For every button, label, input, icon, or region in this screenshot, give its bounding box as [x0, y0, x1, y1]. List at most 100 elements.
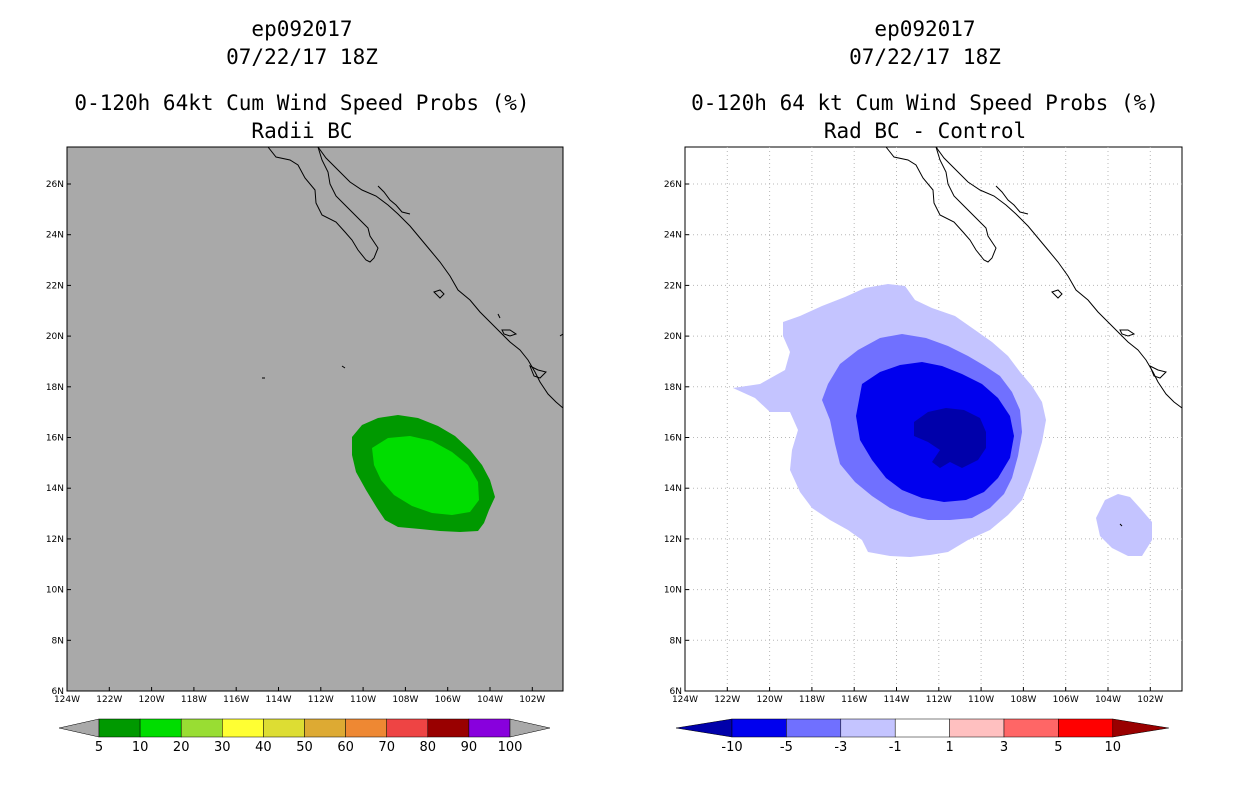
left-lon-label: 118W: [181, 695, 207, 705]
left-map-panel: [66, 146, 564, 692]
right-lat-label: 8N: [670, 636, 682, 646]
right-lon-label: 108W: [1010, 695, 1036, 705]
left-lon-label: 116W: [223, 695, 249, 705]
left-colorbar-high-arrow: [509, 718, 551, 738]
left-storm-id: ep092017: [251, 17, 353, 41]
right-lon-label: 104W: [1095, 695, 1121, 705]
left-colorbar-swatch: [139, 718, 182, 738]
left-lon-label: 102W: [519, 695, 545, 705]
left-colorbar-label: 30: [214, 740, 231, 755]
right-colorbar-label: 1: [945, 740, 953, 755]
right-colorbar-low-arrow: [675, 718, 733, 738]
left-lon-label: 114W: [265, 695, 291, 705]
left-lat-label: 8N: [52, 636, 64, 646]
right-colorbar-swatch: [786, 718, 842, 738]
left-colorbar-swatch: [304, 718, 346, 738]
right-colorbar-label: -10: [721, 740, 742, 755]
left-lat-label: 22N: [46, 281, 64, 291]
right-diff-contour-neg1-small: [1096, 494, 1152, 556]
right-lon-label: 114W: [883, 695, 909, 705]
right-lon-label: 110W: [968, 695, 994, 705]
right-colorbar-label: -1: [889, 740, 902, 755]
right-lon-label: 112W: [926, 695, 952, 705]
left-lat-label: 14N: [46, 484, 64, 494]
left-colorbar-label: 100: [498, 740, 523, 755]
left-colorbar-label: 5: [95, 740, 103, 755]
right-lon-label: 116W: [841, 695, 867, 705]
right-lon-label: 106W: [1053, 695, 1079, 705]
right-lat-label: 16N: [664, 434, 682, 444]
right-chart-subtitle: Rad BC - Control: [823, 119, 1027, 143]
left-map-axes: 6N 8N 10N 12N 14N 16N 18N 20N 22N 24N 26N 124W 122W 1…: [46, 180, 546, 705]
left-colorbar-swatch: [386, 718, 429, 738]
right-chart-title: 0-120h 64 kt Cum Wind Speed Probs (%): [691, 91, 1159, 115]
left-lon-label: 104W: [477, 695, 503, 705]
left-colorbar-label: 50: [296, 740, 313, 755]
left-lat-label: 6N: [52, 687, 64, 697]
right-lon-label: 102W: [1137, 695, 1163, 705]
left-lat-label: 26N: [46, 180, 64, 190]
left-lat-label: 24N: [46, 231, 64, 241]
left-lon-label: 110W: [350, 695, 376, 705]
left-colorbar-swatch: [345, 718, 387, 738]
right-lat-label: 12N: [664, 535, 682, 545]
left-colorbar-swatch: [263, 718, 305, 738]
left-lon-label: 120W: [139, 695, 165, 705]
left-colorbar-swatch: [427, 718, 470, 738]
left-lon-label: 124W: [54, 695, 80, 705]
left-prob-contour-10: [372, 436, 479, 515]
left-colorbar-label: 70: [378, 740, 395, 755]
right-colorbar-label: 3: [1000, 740, 1008, 755]
left-datetime: 07/22/17 18Z: [226, 45, 378, 69]
left-colorbar-label: 10: [132, 740, 149, 755]
left-colorbar: 5 10 20 30 40 50 60 70 80 90 100: [58, 718, 551, 755]
right-lat-label: 10N: [664, 586, 682, 596]
right-colorbar-swatch: [894, 718, 950, 738]
right-lat-label: 6N: [670, 687, 682, 697]
right-colorbar-swatch: [1058, 718, 1114, 738]
right-colorbar-swatch: [731, 718, 787, 738]
left-colorbar-swatch: [180, 718, 223, 738]
left-lat-label: 18N: [46, 383, 64, 393]
right-coastline: [885, 147, 1182, 527]
right-diff-contour-neg10: [914, 408, 986, 468]
right-storm-id: ep092017: [874, 17, 976, 41]
right-colorbar-label: 10: [1105, 740, 1122, 755]
left-colorbar-low-arrow: [58, 718, 100, 738]
left-lon-label: 122W: [96, 695, 122, 705]
right-lon-label: 120W: [757, 695, 783, 705]
right-colorbar-swatch: [949, 718, 1005, 738]
right-lat-label: 20N: [664, 332, 682, 342]
left-lat-label: 20N: [46, 332, 64, 342]
right-lon-label: 122W: [714, 695, 740, 705]
right-lat-label: 14N: [664, 484, 682, 494]
right-colorbar-high-arrow: [1112, 718, 1169, 738]
right-lat-label: 18N: [664, 383, 682, 393]
left-colorbar-label: 40: [255, 740, 272, 755]
left-colorbar-label: 60: [337, 740, 354, 755]
right-lat-label: 24N: [664, 231, 682, 241]
left-chart-subtitle: Radii BC: [251, 119, 353, 143]
left-chart-title: 0-120h 64kt Cum Wind Speed Probs (%): [74, 91, 530, 115]
right-colorbar-label: -5: [780, 740, 793, 755]
right-colorbar-label: 5: [1054, 740, 1062, 755]
right-colorbar: -10 -5 -3 -1 1 3 5 10: [675, 718, 1169, 755]
left-lon-label: 112W: [308, 695, 334, 705]
left-map-background: [66, 146, 564, 692]
left-colorbar-label: 90: [461, 740, 478, 755]
right-lon-label: 124W: [672, 695, 698, 705]
left-lon-label: 106W: [435, 695, 461, 705]
left-colorbar-swatch: [468, 718, 511, 738]
left-colorbar-swatch: [98, 718, 141, 738]
left-lat-label: 10N: [46, 586, 64, 596]
right-lat-label: 22N: [664, 281, 682, 291]
left-colorbar-label: 20: [173, 740, 190, 755]
right-map-panel: [684, 146, 1183, 692]
right-colorbar-swatch: [1003, 718, 1059, 738]
right-datetime: 07/22/17 18Z: [849, 45, 1001, 69]
right-colorbar-swatch: [840, 718, 896, 738]
left-lon-label: 108W: [392, 695, 418, 705]
right-lat-label: 26N: [664, 180, 682, 190]
right-lon-label: 118W: [799, 695, 825, 705]
